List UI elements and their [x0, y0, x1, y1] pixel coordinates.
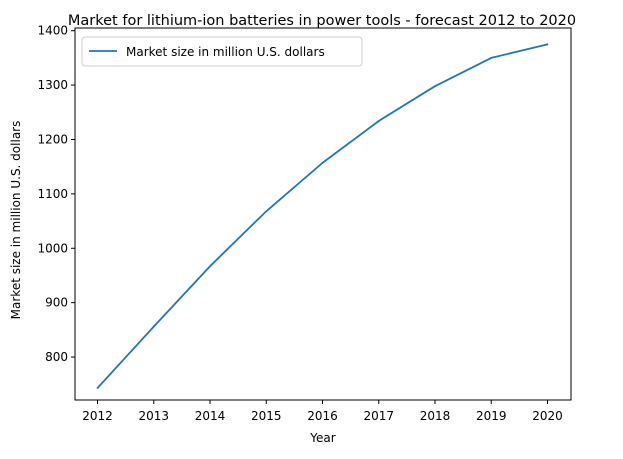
legend-label: Market size in million U.S. dollars — [126, 45, 325, 59]
data-point — [546, 43, 549, 46]
data-point — [377, 120, 380, 122]
legend-box — [81, 36, 363, 67]
data-point — [152, 325, 155, 328]
chart-title: Market for lithium-ion batteries in powe… — [68, 13, 576, 29]
series-layer — [96, 43, 549, 389]
y-tick-label: 800 — [45, 350, 68, 364]
x-tick-label: 2014 — [195, 409, 226, 423]
legend: Market size in million U.S. dollars — [81, 36, 363, 67]
y-tick-label: 1200 — [37, 132, 68, 146]
data-point — [96, 387, 99, 389]
x-tick-label: 2017 — [363, 409, 394, 423]
x-tick-label: 2020 — [532, 409, 563, 423]
data-point — [434, 85, 436, 88]
x-tick-label: 2012 — [82, 409, 113, 423]
data-point — [321, 161, 324, 164]
x-axis: 2012 2013 2014 2015 2016 2017 2018 2019 2020 — [82, 400, 563, 423]
data-point — [490, 57, 493, 59]
x-tick-label: 2019 — [476, 409, 507, 423]
y-axis-label: Market size in million U.S. dollars — [9, 121, 23, 320]
x-tick-label: 2015 — [251, 409, 282, 423]
y-tick-label: 1000 — [37, 241, 68, 255]
y-axis: 800 900 1000 1100 1200 1300 1400 — [37, 24, 75, 364]
x-tick-label: 2018 — [420, 409, 451, 423]
x-tick-label: 2016 — [307, 409, 338, 423]
x-tick-label: 2013 — [138, 409, 169, 423]
data-point — [209, 265, 211, 268]
y-tick-label: 1100 — [37, 187, 68, 201]
data-point — [265, 210, 268, 213]
plot-area — [74, 27, 572, 401]
y-tick-label: 1400 — [37, 24, 68, 38]
y-tick-label: 1300 — [37, 78, 68, 92]
x-axis-label: Year — [309, 431, 335, 445]
y-tick-label: 900 — [45, 296, 68, 310]
